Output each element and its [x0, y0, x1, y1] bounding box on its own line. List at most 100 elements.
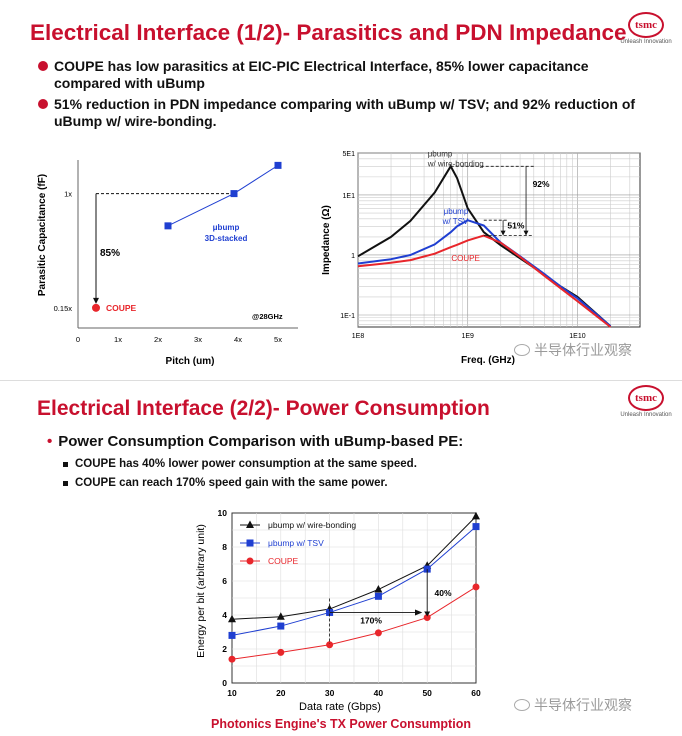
c3-point-0 [374, 585, 383, 593]
c1-ubump-point [164, 222, 172, 230]
watermark-2: 半导体行业观察 [514, 695, 632, 715]
c3-series-1 [231, 526, 477, 636]
c3-point-2 [374, 629, 382, 637]
c1-coupe-label: COUPE [106, 303, 137, 313]
c2-ytick: 1E-1 [340, 313, 355, 320]
c2-pct-51: 51% [507, 220, 524, 230]
c3-point-2 [277, 648, 285, 656]
c3-legend-label-1: μbump w/ TSV [268, 538, 324, 548]
c1-xtick: 5x [274, 335, 282, 344]
c1-xtick: 0 [76, 335, 80, 344]
tsmc-logo: tsmc Unleash Innovation [614, 12, 678, 45]
c2-label-1: μbump [444, 207, 469, 216]
c3-legend-marker-2 [246, 557, 254, 565]
c1-pct: 85% [100, 248, 120, 259]
c2-xtick: 1E10 [569, 333, 585, 340]
c1-series-line [167, 164, 279, 227]
wechat-icon [514, 344, 530, 356]
c3-xtick: 20 [276, 688, 286, 698]
c3-ytick: 10 [218, 508, 228, 518]
c3-point-2 [472, 583, 480, 591]
c1-xlabel: Pitch (um) [166, 356, 215, 367]
c2-ytick: 1 [351, 253, 355, 260]
tsmc-logo-2-mark: tsmc [628, 385, 664, 411]
c2-xtick: 1E8 [352, 333, 365, 340]
c3-ytick: 0 [222, 678, 227, 688]
c3-xtick: 60 [471, 688, 481, 698]
c3-point-0 [472, 511, 480, 520]
c3-xtick: 30 [325, 688, 335, 698]
c1-xtick: 4x [234, 335, 242, 344]
c1-arrow-head [93, 297, 99, 304]
c3-xtick: 50 [422, 688, 432, 698]
slide-parasitics: Electrical Interface (1/2)- Parasitics a… [30, 12, 678, 367]
main-bullet-text: Power Consumption Comparison with uBump-… [58, 433, 464, 450]
c3-ytick: 2 [222, 644, 227, 654]
c2-xtick: 1E9 [461, 333, 474, 340]
c1-xtick: 1x [114, 335, 122, 344]
c3-point-1 [423, 565, 431, 573]
c3-point-1 [228, 631, 236, 639]
bullet-pdn: 51% reduction in PDN impedance comparing… [38, 96, 638, 130]
c3-arrow-40-head [424, 611, 431, 617]
c3-legend-label-2: COUPE [268, 556, 299, 566]
c1-note: @28GHz [252, 312, 283, 321]
slide1-title: Electrical Interface (1/2)- Parasitics a… [30, 20, 627, 45]
c2-series-2 [357, 234, 612, 328]
c3-legend-marker-1 [246, 539, 254, 547]
c3-point-2 [326, 641, 334, 649]
bullet-dot-icon: • [47, 433, 53, 450]
c2-label-0: μbump [428, 149, 453, 158]
c3-ytick: 8 [222, 542, 227, 552]
c1-ytick: 1x [64, 190, 72, 199]
c1-coupe-point [92, 303, 100, 312]
c3-arrow-170-head [415, 609, 423, 616]
c3-point-2 [228, 655, 236, 663]
c2-ylabel: Impedance (Ω) [321, 205, 332, 275]
sub-bullet-power: COUPE has 40% lower power consumption at… [63, 458, 417, 470]
tsmc-logo-2: tsmc Unleash Innovation [614, 385, 678, 418]
c3-ytick: 6 [222, 576, 227, 586]
tsmc-logo-mark: tsmc [628, 12, 664, 38]
bullet-parasitics: COUPE has low parasitics at EIC-PIC Elec… [38, 58, 638, 92]
c3-pct-40: 40% [435, 588, 452, 598]
c1-ylabel: Parasitic Capacitance (fF) [37, 174, 48, 296]
c3-point-0 [228, 614, 236, 623]
c3-point-1 [277, 622, 285, 630]
watermark-1-text: 半导体行业观察 [534, 342, 632, 358]
c1-xtick: 2x [154, 335, 162, 344]
main-bullet: • Power Consumption Comparison with uBump… [47, 433, 463, 450]
c3-series-0 [231, 516, 477, 620]
c3-xtick: 10 [227, 688, 237, 698]
c3-ylabel: Energy per bit (arbitrary unit) [195, 524, 207, 658]
c1-ytick: 0.15x [54, 304, 73, 313]
watermark-2-text: 半导体行业观察 [534, 697, 632, 713]
c2-pct-92: 92% [533, 179, 550, 189]
impedance-chart: Impedance (Ω) Freq. (GHz) 1E8 1E9 1E10 5E1 1… [321, 149, 641, 366]
c3-ytick: 4 [222, 610, 227, 620]
c3-legend-label-0: μbump w/ wire-bonding [268, 520, 356, 530]
c1-ubump-point [230, 190, 238, 198]
c2-ytick: 1E1 [343, 193, 356, 200]
c1-ubump-label: 3D-stacked [205, 234, 248, 243]
c2-label-2: COUPE [451, 254, 479, 263]
c2-label-1: w/ TSV [442, 217, 469, 226]
c2-series-1 [357, 219, 612, 327]
c1-xtick: 3x [194, 335, 202, 344]
c2-arrow-92-head [523, 230, 529, 236]
tsmc-logo-tagline: Unleash Innovation [620, 39, 672, 45]
slide2-title: Electrical Interface (2/2)- Power Consum… [37, 397, 490, 420]
c3-point-0 [276, 612, 285, 620]
tsmc-logo-2-tagline: Unleash Innovation [620, 412, 672, 418]
c3-point-1 [374, 592, 382, 600]
c3-series-2 [231, 586, 477, 660]
c3-xlabel: Data rate (Gbps) [299, 701, 381, 713]
wechat-icon-2 [514, 699, 530, 711]
c1-ubump-point [274, 161, 282, 169]
c3-pct-170: 170% [360, 615, 382, 625]
c2-ytick: 5E1 [343, 151, 356, 158]
c2-arrow-51-head [500, 230, 506, 236]
sub-bullet-speed: COUPE can reach 170% speed gain with the… [63, 477, 388, 489]
capacitance-chart: Parasitic Capacitance (fF) Pitch (um) @2… [37, 160, 298, 367]
c1-ubump-label: μbump [213, 223, 240, 232]
